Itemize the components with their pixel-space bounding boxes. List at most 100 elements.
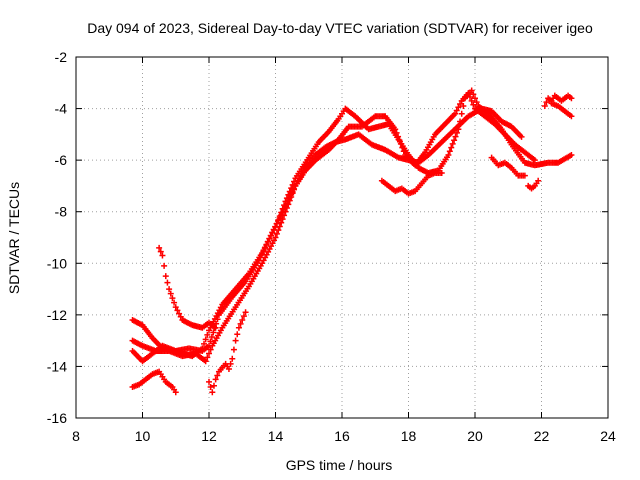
data-point-marker: [448, 144, 455, 151]
data-point-marker: [541, 102, 548, 109]
data-point-marker: [171, 299, 178, 306]
data-point-marker: [167, 290, 174, 297]
data-point-marker: [177, 313, 184, 320]
data-point-marker: [204, 331, 211, 338]
data-point-marker: [258, 251, 265, 258]
data-point-marker: [232, 337, 239, 344]
data-point-marker: [453, 107, 460, 114]
grid-lines: [76, 57, 608, 418]
chart-title: Day 094 of 2023, Sidereal Day-to-day VTE…: [87, 20, 593, 36]
data-point-marker: [210, 329, 217, 336]
data-point-marker: [568, 113, 575, 120]
data-point-marker: [229, 355, 236, 362]
plot-frame: [75, 56, 609, 419]
data-point-marker: [207, 346, 214, 353]
data-point-marker: [202, 358, 209, 365]
data-point-marker: [449, 140, 456, 147]
data-point-marker: [172, 389, 179, 396]
data-point-marker: [214, 316, 221, 323]
data-point-marker: [521, 172, 528, 179]
y-tick-label: -14: [47, 358, 67, 374]
y-tick-label: -10: [47, 255, 67, 271]
data-point-marker: [543, 99, 550, 106]
data-point-marker: [156, 244, 163, 251]
data-point-marker: [230, 346, 237, 353]
data-point-marker: [467, 93, 474, 100]
data-point-marker: [264, 238, 271, 245]
data-point-marker: [263, 241, 270, 248]
series-track-k: [548, 100, 575, 120]
y-tick-label: -4: [55, 101, 68, 117]
data-point-marker: [392, 126, 399, 133]
x-tick-label: 24: [600, 428, 616, 444]
y-tick-label: -8: [55, 204, 68, 220]
axis-ticks: 8 10 12 14 16 18 20 22 24 -2 -4 -6 -8 -10 -12 -14 -16: [47, 49, 616, 444]
series-track-c: [129, 90, 538, 365]
data-point-marker: [159, 252, 166, 259]
data-point-marker: [162, 273, 169, 280]
data-point-marker: [535, 177, 542, 184]
data-point-marker: [239, 317, 246, 324]
data-point-marker: [208, 333, 215, 340]
x-tick-label: 22: [534, 428, 550, 444]
data-point-marker: [235, 324, 242, 331]
data-point-marker: [568, 151, 575, 158]
data-point-marker: [400, 148, 407, 155]
data-point-marker: [399, 144, 406, 151]
data-point-marker: [210, 382, 217, 389]
data-point-marker: [206, 378, 212, 385]
data-point-marker: [240, 313, 247, 320]
data-point-marker: [453, 129, 460, 136]
x-tick-label: 12: [201, 428, 217, 444]
series-track-i: [525, 177, 542, 192]
data-point-marker: [278, 219, 285, 226]
data-point-marker: [465, 90, 472, 97]
x-tick-label: 10: [135, 428, 151, 444]
data-point-marker: [458, 110, 465, 117]
data-point-marker: [227, 360, 234, 367]
data-point-marker: [255, 257, 262, 264]
data-point-marker: [393, 129, 400, 136]
series-track-f: [206, 309, 249, 396]
data-point-marker: [455, 104, 462, 111]
data-point-marker: [470, 101, 477, 108]
data-point-marker: [212, 376, 219, 383]
data-point-marker: [468, 87, 475, 94]
data-point-marker: [207, 338, 214, 345]
data-point-marker: [395, 133, 402, 140]
data-point-marker: [242, 309, 249, 316]
data-point-marker: [212, 324, 219, 331]
data-point-marker: [470, 91, 477, 98]
data-point-marker: [206, 350, 212, 357]
data-point-marker: [272, 234, 279, 241]
series-track-h: [488, 154, 528, 179]
data-point-marker: [261, 245, 268, 252]
series-track-j: [541, 92, 575, 109]
data-point-marker: [214, 372, 221, 379]
data-point-marker: [267, 232, 274, 239]
y-tick-label: -12: [47, 307, 67, 323]
x-tick-label: 18: [401, 428, 417, 444]
x-tick-label: 20: [467, 428, 483, 444]
data-point-marker: [204, 354, 211, 361]
data-point-marker: [446, 148, 453, 155]
data-point-marker: [279, 216, 286, 223]
data-point-marker: [457, 101, 464, 108]
data-point-marker: [174, 307, 181, 314]
data-point-marker: [234, 331, 241, 338]
series-track-g: [378, 170, 445, 197]
data-point-marker: [518, 133, 525, 140]
x-tick-label: 14: [268, 428, 284, 444]
x-tick-label: 8: [72, 428, 80, 444]
data-point-marker: [273, 230, 280, 237]
data-point-marker: [266, 235, 273, 242]
data-point-marker: [257, 254, 264, 261]
series-track-e: [129, 368, 179, 396]
data-point-marker: [468, 97, 475, 104]
data-points: [129, 87, 575, 396]
data-point-marker: [445, 151, 452, 158]
x-tick-label: 16: [334, 428, 350, 444]
data-point-marker: [209, 389, 216, 396]
data-point-marker: [438, 170, 445, 177]
